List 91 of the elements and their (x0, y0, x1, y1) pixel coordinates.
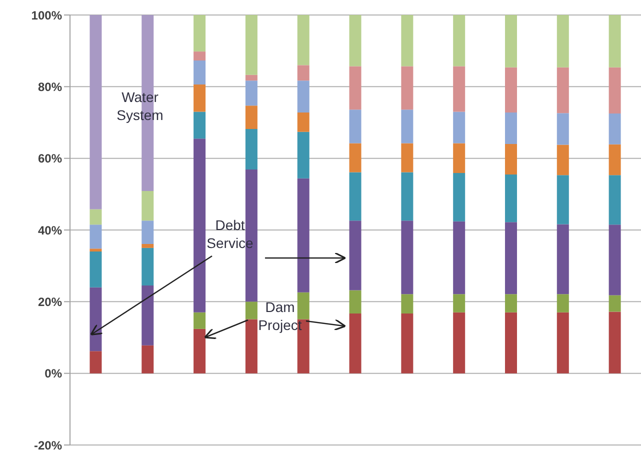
bar (505, 312, 517, 374)
bar (194, 112, 206, 139)
bar (608, 144, 621, 176)
bar (245, 106, 258, 129)
y-tick-label: 60% (38, 152, 62, 166)
bar (90, 252, 102, 288)
bar (245, 128, 258, 170)
bar (401, 172, 414, 221)
bar (90, 248, 102, 252)
bar (401, 15, 414, 66)
bar (297, 292, 310, 320)
bar (453, 112, 466, 144)
bar (556, 67, 569, 114)
bar (297, 178, 310, 292)
bar (401, 220, 414, 294)
y-tick-label: 80% (38, 80, 62, 94)
bar (608, 67, 621, 114)
bar (556, 113, 569, 145)
bar (349, 143, 362, 172)
bar (245, 80, 258, 106)
bar (453, 15, 466, 66)
y-tick-label: 40% (38, 223, 62, 238)
bar (142, 345, 154, 374)
bar (453, 294, 466, 312)
bar (505, 294, 517, 312)
bar (349, 313, 362, 374)
bar (297, 65, 310, 81)
y-tick-label: 0% (44, 366, 62, 381)
bar (505, 67, 517, 112)
bar (349, 110, 362, 144)
bar (90, 351, 102, 374)
bar (142, 244, 154, 248)
bar (194, 138, 206, 312)
bar (90, 224, 102, 249)
y-tick-label: -20% (34, 438, 62, 452)
bar (194, 84, 206, 112)
bar (142, 190, 154, 221)
bar (608, 312, 621, 374)
bar (349, 220, 362, 290)
bar (349, 290, 362, 314)
bar (556, 224, 569, 294)
bar (90, 287, 102, 352)
bar (505, 144, 517, 174)
bar (608, 114, 621, 144)
bar (349, 15, 362, 66)
bar (245, 15, 258, 75)
bar (608, 175, 621, 225)
bar (90, 15, 102, 210)
bar (453, 221, 466, 294)
bar (245, 302, 258, 320)
bar (194, 60, 206, 85)
bar (453, 312, 466, 374)
bar (453, 66, 466, 112)
bar (194, 328, 206, 374)
bar (505, 112, 517, 144)
bar (142, 286, 154, 346)
y-tick-label: 100% (31, 8, 62, 22)
bar (608, 224, 621, 296)
bar (297, 112, 310, 132)
bar (90, 209, 102, 225)
bar (194, 312, 206, 329)
bar (245, 319, 258, 374)
bar (453, 143, 466, 174)
bar (401, 143, 414, 172)
bar (608, 295, 621, 312)
bar (142, 248, 154, 286)
bar (297, 80, 310, 112)
bar (556, 312, 569, 374)
bar (245, 74, 258, 81)
bar (194, 15, 206, 52)
bar (556, 15, 569, 68)
y-tick-label: 20% (38, 294, 62, 309)
bar (505, 15, 517, 68)
bar (556, 175, 569, 224)
bar (401, 66, 414, 110)
bar (401, 110, 414, 144)
bar (194, 52, 206, 61)
bar (297, 15, 310, 66)
bar (349, 66, 362, 110)
bar (505, 222, 517, 294)
annotation: Water System (116, 88, 164, 124)
bar (505, 174, 517, 222)
bar (401, 294, 414, 314)
bar (349, 172, 362, 221)
bar (297, 132, 310, 178)
bar (453, 173, 466, 222)
bar (401, 313, 414, 374)
bar (556, 294, 569, 312)
bar (608, 15, 621, 68)
bar (142, 220, 154, 244)
bar (556, 144, 569, 176)
